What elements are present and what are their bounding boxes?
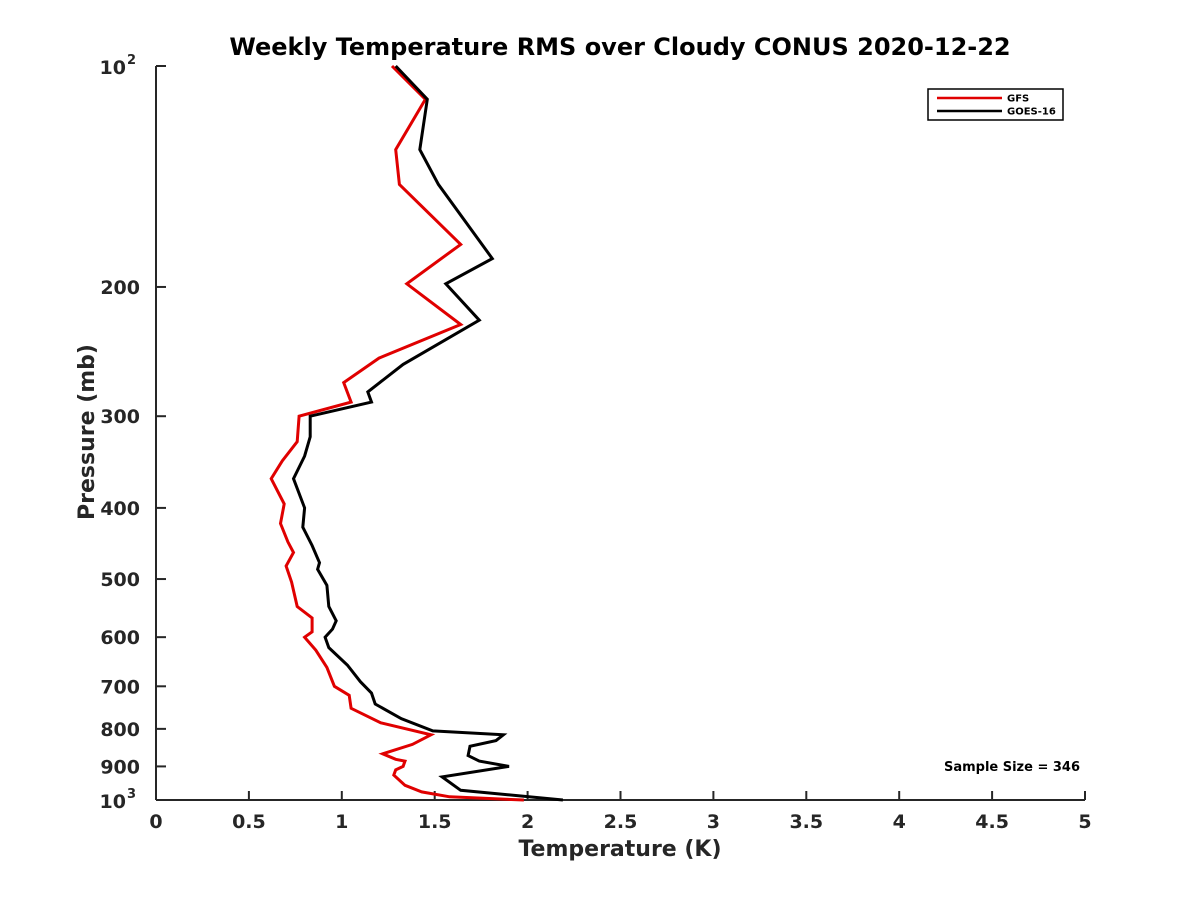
y-tick-label: 10 [100,791,126,813]
y-tick-label: 900 [100,756,140,778]
y-tick-label: 200 [100,277,140,299]
series-line-gfs [269,64,524,802]
y-tick-label: 700 [100,676,140,698]
x-tick-label: 2.5 [604,811,638,833]
series-line-goes-16 [291,64,564,802]
series-lines [269,64,564,802]
legend-box [927,88,1064,121]
x-tick-label: 3 [707,811,720,833]
x-tick-label: 4 [893,811,906,833]
y-tick-exponent: 2 [127,53,136,68]
legend-label: GOES-16 [1007,107,1056,118]
x-tick-label: 0.5 [232,811,266,833]
y-tick-label: 600 [100,627,140,649]
legend-label: GFS [1007,94,1029,105]
x-tick-label: 4.5 [975,811,1009,833]
y-tick-label: 10 [100,57,126,79]
x-tick-label: 2 [521,811,534,833]
x-axis-label: Temperature (K) [518,837,721,862]
x-tick-label: 1.5 [418,811,452,833]
y-tick-exponent: 3 [127,787,136,802]
plot-area: 0 0.5 1 1.5 2 2.5 3 3.5 4 4.5 5 10 2200300400500600… [100,53,1092,833]
x-tick-label: 0 [149,811,162,833]
x-tick-label: 1 [335,811,348,833]
y-tick-label: 800 [100,719,140,741]
y-tick-label: 300 [100,406,140,428]
x-tick-label: 3.5 [789,811,823,833]
x-tick-label: 5 [1078,811,1091,833]
x-axis-ticks: 0 0.5 1 1.5 2 2.5 3 3.5 4 4.5 5 [149,791,1092,833]
legend: GFS GOES-16 [927,88,1064,121]
y-axis-label: Pressure (mb) [75,344,100,520]
y-tick-label: 500 [100,569,140,591]
y-tick-label: 400 [100,498,140,520]
sample-size-annotation: Sample Size = 346 [944,760,1080,775]
chart-title: Weekly Temperature RMS over Cloudy CONUS… [229,33,1010,61]
